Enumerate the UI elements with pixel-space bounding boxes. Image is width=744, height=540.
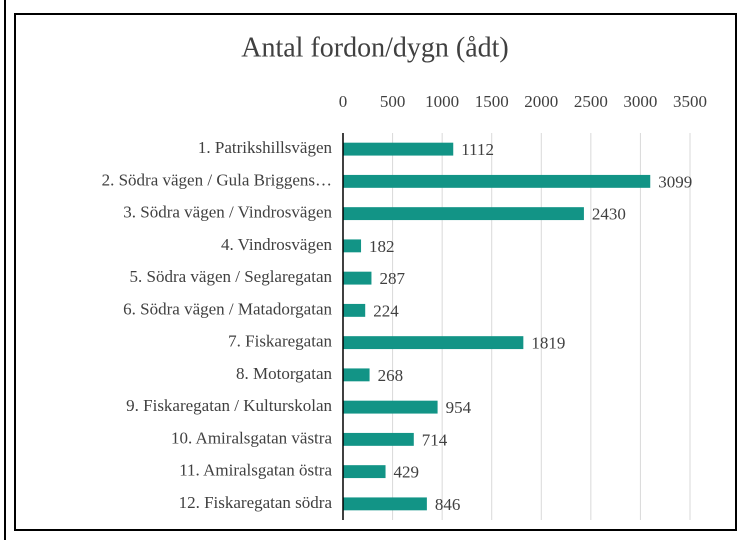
y-tick-label: 11. Amiralsgatan östra <box>179 461 332 480</box>
x-tick-label: 2500 <box>574 92 608 111</box>
y-tick-label: 10. Amiralsgatan västra <box>171 428 332 447</box>
y-tick-label: 6. Södra vägen / Matadorgatan <box>123 299 332 318</box>
x-tick-label: 0 <box>339 92 348 111</box>
data-label: 268 <box>378 366 404 385</box>
x-tick-label: 3000 <box>623 92 657 111</box>
bar <box>343 432 414 446</box>
data-label: 287 <box>379 269 405 288</box>
x-tick-label: 3500 <box>673 92 707 111</box>
bar <box>343 368 370 382</box>
x-tick-label: 1000 <box>425 92 459 111</box>
x-tick-label: 500 <box>380 92 406 111</box>
data-label: 1819 <box>531 334 565 353</box>
bar <box>343 465 386 479</box>
data-label: 846 <box>435 495 461 514</box>
bar <box>343 497 427 511</box>
y-tick-label: 4. Vindrosvägen <box>221 235 333 254</box>
y-tick-label: 3. Södra vägen / Vindrosvägen <box>123 203 332 222</box>
bar <box>343 400 438 414</box>
chart-border <box>14 13 737 531</box>
bar <box>343 142 454 156</box>
y-tick-label: 9. Fiskaregatan / Kulturskolan <box>126 396 332 415</box>
x-tick-label: 1500 <box>475 92 509 111</box>
y-tick-label: 7. Fiskaregatan <box>228 332 332 351</box>
data-label: 954 <box>446 398 472 417</box>
data-label: 429 <box>394 463 420 482</box>
x-tick-label: 2000 <box>524 92 558 111</box>
y-tick-label: 12. Fiskaregatan södra <box>179 493 333 512</box>
data-label: 224 <box>373 301 399 320</box>
data-label: 182 <box>369 237 395 256</box>
data-label: 3099 <box>658 172 692 191</box>
chart-title: Antal fordon/dygn (ådt) <box>241 32 509 63</box>
data-label: 714 <box>422 430 448 449</box>
y-tick-label: 1. Patrikshillsvägen <box>198 138 333 157</box>
bar <box>343 239 362 253</box>
y-tick-label: 5. Södra vägen / Seglaregatan <box>129 267 332 286</box>
bar <box>343 303 366 317</box>
bar <box>343 271 372 285</box>
bar <box>343 174 651 188</box>
bar <box>343 336 524 350</box>
y-tick-label: 8. Motorgatan <box>236 364 333 383</box>
y-tick-label: 2. Södra vägen / Gula Briggens… <box>102 170 332 189</box>
data-label: 2430 <box>592 205 626 224</box>
data-label: 1112 <box>461 140 494 159</box>
bar <box>343 207 584 221</box>
